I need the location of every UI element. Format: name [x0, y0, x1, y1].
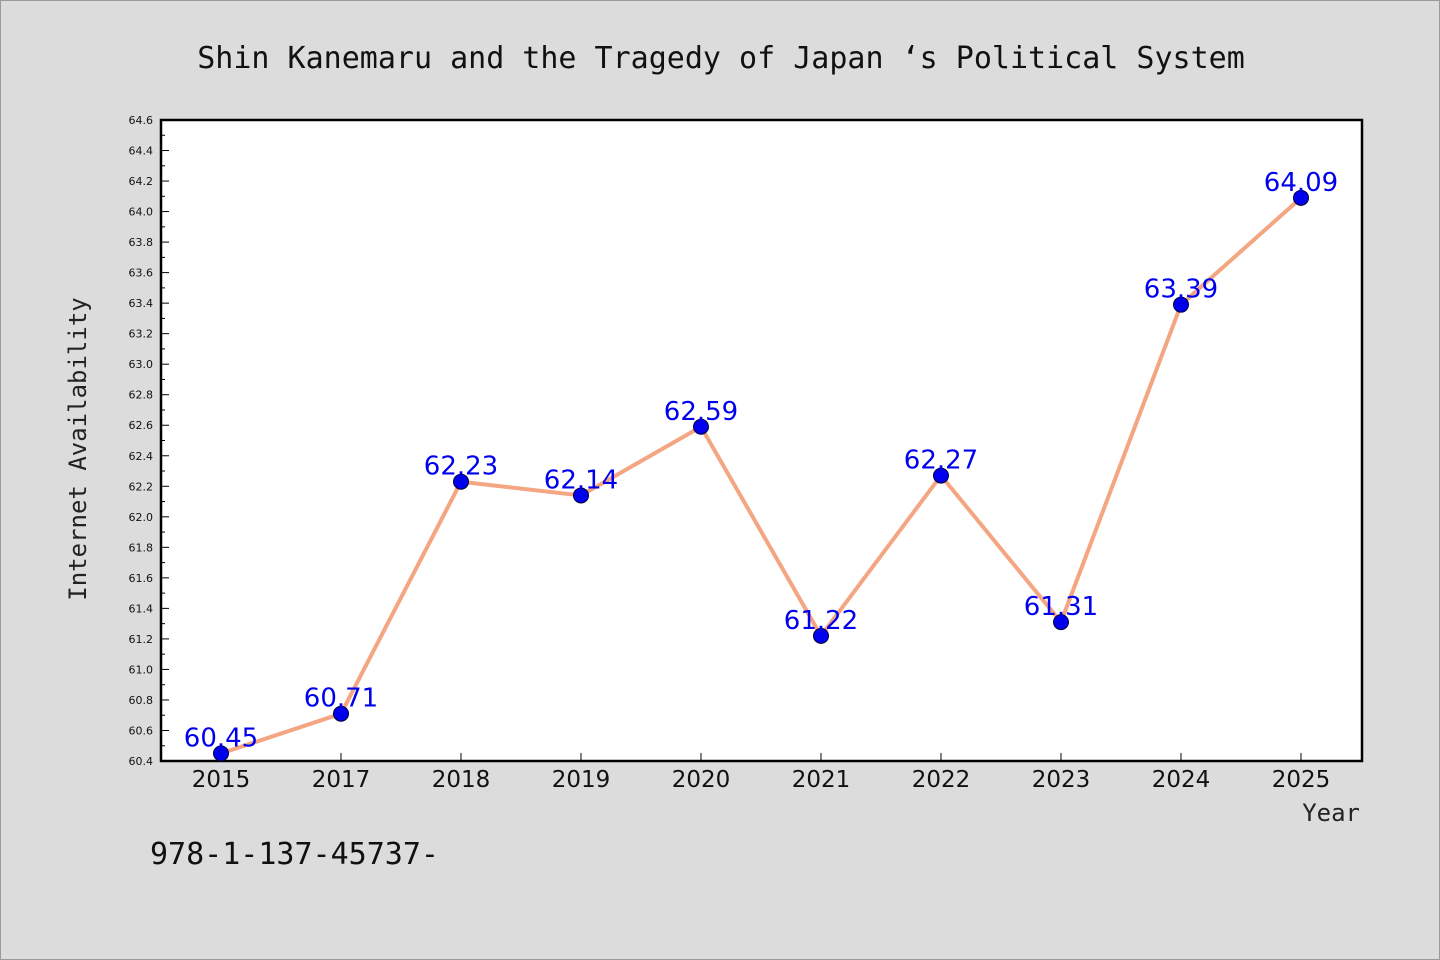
y-tick-label: 62.0 [129, 511, 154, 524]
chart-title: Shin Kanemaru and the Tragedy of Japan ‘… [197, 41, 1245, 76]
series-layer: 60.45 60.71 62.23 62.14 62.59 61.22 62.27 61.31… [184, 168, 1338, 762]
data-label-2023: 61.31 [1024, 592, 1098, 622]
data-label-2020: 62.59 [664, 397, 738, 427]
y-tick-label: 62.4 [129, 450, 154, 463]
x-tick-label: 2017 [312, 767, 371, 793]
data-label-2022: 62.27 [904, 446, 978, 476]
data-point-2025 [1293, 189, 1309, 206]
y-tick-label: 61.4 [129, 602, 154, 615]
y-tick-label: 60.8 [129, 694, 154, 707]
data-label-2024: 63.39 [1144, 275, 1218, 305]
x-tick-label: 2021 [792, 767, 851, 793]
y-tick-label: 63.6 [129, 267, 154, 280]
x-axis: 2015 2017 2018 2019 2020 2021 2022 2023 2024 2025 [192, 753, 1331, 793]
x-tick-label: 2015 [192, 767, 251, 793]
y-tick-label: 64.0 [129, 206, 154, 219]
data-point-2021 [813, 627, 829, 644]
data-point-2015 [213, 745, 229, 762]
x-tick-label: 2022 [912, 767, 971, 793]
y-tick-label: 62.6 [129, 419, 154, 432]
data-point-2019 [573, 487, 589, 504]
footer-isbn: 978-1-137-45737- [150, 837, 439, 872]
data-label-2025: 64.09 [1264, 168, 1338, 198]
y-tick-label: 63.4 [129, 297, 154, 310]
data-label-2021: 61.22 [784, 606, 858, 636]
y-tick-label: 60.6 [129, 724, 154, 737]
y-axis: 60.4 60.6 60.8 61.0 61.2 61.4 61.6 61.8 62.0 62.2… [129, 114, 169, 768]
y-tick-label: 63.8 [129, 236, 154, 249]
y-tick-label: 61.2 [129, 633, 154, 646]
y-tick-label: 61.8 [129, 541, 154, 554]
x-tick-label: 2023 [1032, 767, 1091, 793]
data-point-2017 [333, 705, 349, 722]
y-tick-label: 63.0 [129, 358, 154, 371]
plot-area [159, 118, 1364, 763]
x-tick-label: 2018 [432, 767, 491, 793]
y-axis-label: Internet Availability [64, 297, 92, 600]
x-axis-label: Year [1302, 799, 1360, 827]
data-point-2018 [453, 473, 469, 490]
y-tick-label: 62.2 [129, 480, 154, 493]
data-label-2017: 60.71 [304, 684, 378, 714]
x-tick-label: 2025 [1272, 767, 1331, 793]
data-label-2019: 62.14 [544, 465, 618, 495]
y-tick-label: 64.2 [129, 175, 154, 188]
data-label-2018: 62.23 [424, 452, 498, 482]
x-tick-label: 2019 [552, 767, 611, 793]
data-point-2024 [1173, 296, 1189, 313]
data-label-2015: 60.45 [184, 723, 258, 753]
y-tick-label: 64.6 [129, 114, 154, 127]
data-point-2023 [1053, 614, 1069, 631]
y-tick-label: 64.4 [129, 145, 154, 158]
x-tick-label: 2020 [672, 767, 731, 793]
y-tick-label: 63.2 [129, 328, 154, 341]
data-point-2022 [933, 467, 949, 484]
data-point-2020 [693, 418, 709, 435]
y-tick-label: 60.4 [129, 755, 154, 768]
x-tick-label: 2024 [1152, 767, 1211, 793]
series-line [220, 196, 1303, 756]
y-tick-label: 62.8 [129, 389, 154, 402]
y-tick-label: 61.0 [129, 663, 154, 676]
y-tick-label: 61.6 [129, 572, 154, 585]
